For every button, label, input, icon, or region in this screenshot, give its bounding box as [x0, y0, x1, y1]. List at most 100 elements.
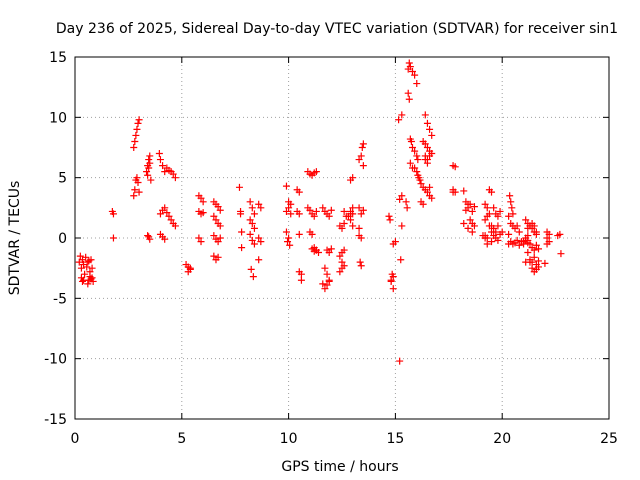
- data-point: [134, 178, 142, 186]
- data-point: [210, 232, 218, 240]
- data-point: [319, 204, 327, 212]
- data-point: [355, 224, 363, 232]
- data-point: [147, 176, 155, 184]
- data-point: [505, 230, 513, 238]
- data-point: [417, 180, 425, 188]
- data-point: [468, 207, 476, 215]
- data-point: [155, 150, 163, 158]
- data-point: [250, 240, 258, 248]
- data-point: [515, 241, 523, 249]
- data-point: [347, 210, 355, 218]
- data-point: [336, 268, 344, 276]
- data-point: [146, 235, 154, 243]
- data-point: [485, 222, 493, 230]
- data-point: [522, 216, 530, 224]
- data-point: [509, 210, 517, 218]
- data-point: [87, 256, 95, 264]
- data-point: [398, 111, 406, 119]
- data-point: [248, 236, 256, 244]
- data-point: [133, 125, 141, 133]
- y-tick-label: -5: [53, 291, 67, 307]
- data-point: [255, 200, 263, 208]
- data-point: [135, 188, 143, 196]
- data-point: [494, 222, 502, 230]
- data-point: [532, 261, 540, 269]
- data-point: [462, 206, 470, 214]
- y-tick-label: 5: [58, 171, 67, 187]
- data-point: [214, 238, 222, 246]
- data-point: [398, 192, 406, 200]
- data-point: [411, 147, 419, 155]
- data-point: [310, 212, 318, 220]
- data-point: [423, 159, 431, 167]
- data-point: [347, 176, 355, 184]
- data-point: [159, 162, 167, 170]
- data-point: [421, 111, 429, 119]
- data-point: [76, 252, 84, 260]
- data-point: [282, 207, 290, 215]
- data-point: [505, 212, 513, 220]
- data-points: [75, 59, 565, 365]
- data-point: [340, 246, 348, 254]
- data-point: [498, 228, 506, 236]
- x-axis-label: GPS time / hours: [281, 459, 398, 475]
- data-point: [250, 210, 258, 218]
- data-point: [543, 234, 551, 242]
- y-tick-labels: -15 -10 -5 0 5 10 15: [44, 50, 67, 428]
- data-point: [488, 238, 496, 246]
- y-tick-label: 15: [49, 50, 67, 66]
- data-point: [195, 234, 203, 242]
- x-tick-label: 15: [386, 431, 404, 447]
- data-point: [526, 240, 534, 248]
- data-point: [349, 204, 357, 212]
- x-tick-label: 5: [177, 431, 186, 447]
- data-point: [470, 203, 478, 211]
- data-point: [210, 252, 218, 260]
- data-point: [530, 222, 538, 230]
- data-point: [428, 131, 436, 139]
- data-point: [131, 137, 139, 145]
- data-point: [216, 222, 224, 230]
- data-point: [358, 144, 366, 151]
- data-point: [490, 204, 498, 212]
- data-point: [186, 264, 194, 272]
- data-point: [413, 168, 421, 176]
- data-point: [356, 258, 364, 266]
- axis-ticks: [74, 56, 610, 420]
- data-point: [508, 204, 516, 212]
- data-point: [134, 119, 142, 127]
- data-point: [490, 224, 498, 232]
- data-point: [145, 156, 153, 164]
- data-point: [133, 174, 141, 182]
- data-point: [319, 280, 327, 288]
- data-point: [167, 216, 175, 224]
- data-point: [411, 71, 419, 79]
- data-point: [466, 216, 474, 224]
- data-point: [212, 216, 220, 224]
- data-point: [520, 238, 528, 246]
- data-point: [284, 238, 292, 246]
- data-point: [470, 222, 478, 230]
- data-point: [156, 210, 164, 218]
- y-tick-label: 10: [49, 110, 67, 126]
- data-point: [235, 183, 243, 191]
- data-point: [405, 59, 413, 67]
- data-point: [403, 204, 411, 212]
- data-point: [257, 204, 265, 212]
- data-point: [312, 168, 320, 176]
- data-point: [423, 119, 431, 127]
- data-point: [197, 238, 205, 246]
- data-point: [426, 183, 434, 191]
- data-point: [406, 159, 414, 167]
- data-point: [398, 222, 406, 230]
- data-point: [340, 220, 348, 228]
- data-point: [413, 152, 421, 160]
- data-point: [528, 264, 536, 272]
- data-point: [468, 228, 476, 236]
- data-point: [426, 152, 434, 160]
- data-point: [327, 245, 335, 253]
- data-point: [416, 176, 424, 184]
- data-point: [171, 222, 179, 230]
- data-point: [402, 198, 410, 206]
- data-point: [257, 238, 265, 246]
